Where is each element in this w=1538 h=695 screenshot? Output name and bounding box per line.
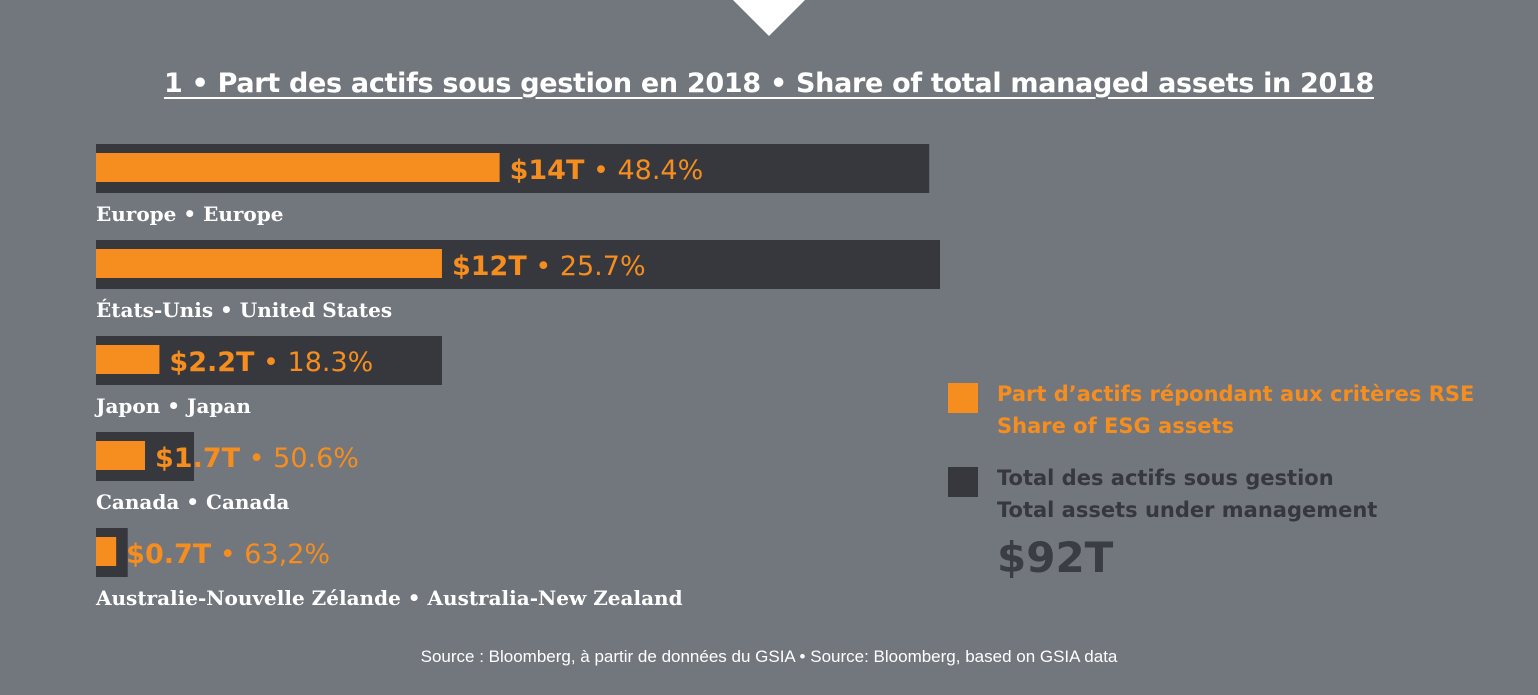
legend-total-label-en: Total assets under management: [997, 498, 1378, 522]
legend-total-value: $92T: [997, 533, 1114, 582]
legend-esg-swatch: [948, 383, 978, 413]
bar-chart: $14T • 48.4% Europe • Europe $12T • 25.7% É…: [94, 144, 940, 610]
esg-bar: [96, 345, 160, 374]
category-label: États-Unis • United States: [96, 298, 392, 322]
bar-value-label: $0.7T • 63,2%: [126, 539, 330, 570]
esg-bar: [96, 153, 500, 182]
esg-bar: [96, 537, 117, 566]
bar-value-label: $12T • 25.7%: [452, 251, 646, 282]
category-label: Canada • Canada: [96, 490, 289, 514]
bar-value-label: $1.7T • 50.6%: [155, 443, 359, 474]
legend-esg-label-fr: Part d’actifs répondant aux critères RSE: [997, 382, 1475, 406]
category-label: Europe • Europe: [96, 202, 283, 226]
legend-total-swatch: [948, 467, 978, 497]
legend-esg-label-en: Share of ESG assets: [997, 414, 1234, 438]
esg-bar: [96, 249, 442, 278]
esg-bar: [96, 441, 146, 470]
source-note: Source : Bloomberg, à partir de données …: [420, 647, 1118, 666]
category-label: Australie-Nouvelle Zélande • Australia-N…: [95, 586, 683, 610]
bar-value-label: $14T • 48.4%: [510, 155, 704, 186]
legend-total-label-fr: Total des actifs sous gestion: [997, 466, 1334, 490]
top-notch-arrow: [733, 0, 805, 36]
category-label: Japon • Japan: [94, 394, 251, 418]
chart-title: 1 • Part des actifs sous gestion en 2018…: [163, 68, 1375, 99]
bar-value-label: $2.2T • 18.3%: [169, 347, 373, 378]
